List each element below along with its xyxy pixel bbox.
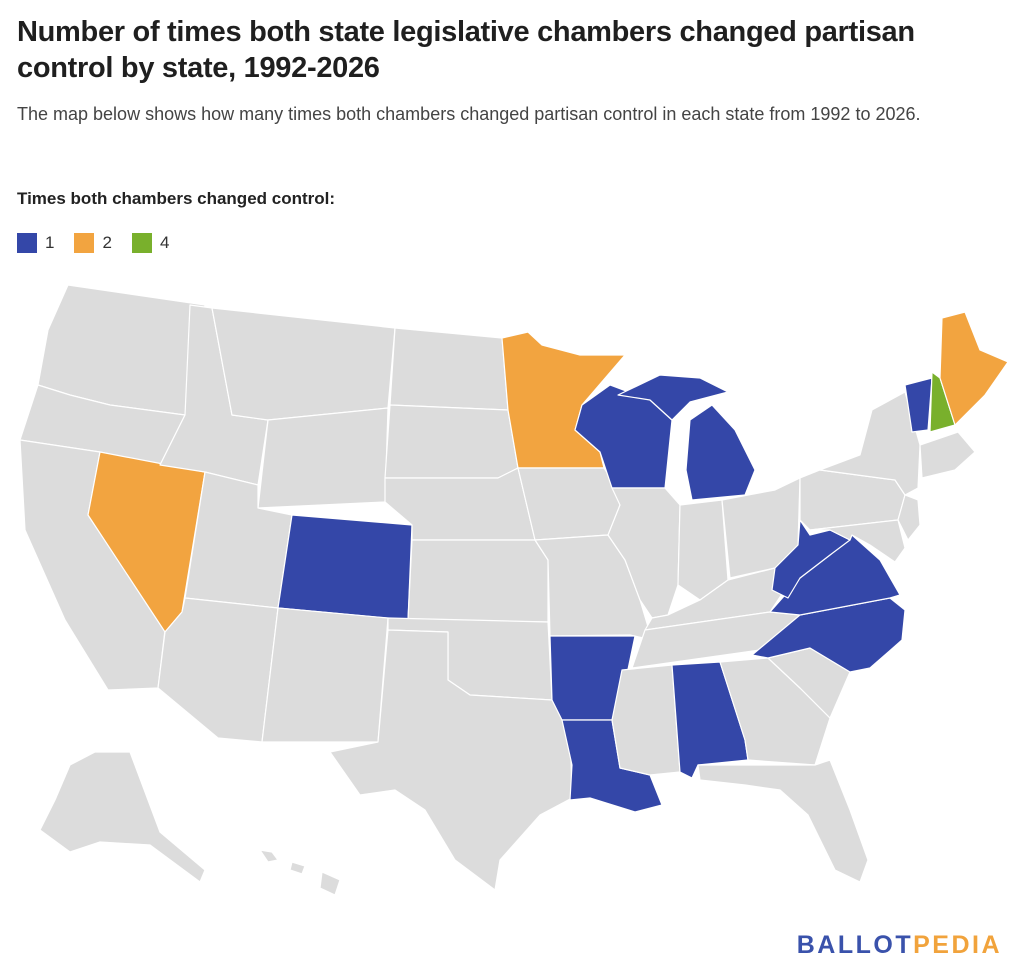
state-tx[interactable]	[329, 629, 573, 891]
state-ms[interactable]	[611, 664, 681, 776]
state-oh[interactable]	[721, 477, 801, 579]
legend-swatch	[17, 233, 37, 253]
state-nj[interactable]	[897, 494, 921, 541]
state-ks[interactable]	[407, 539, 549, 623]
legend-swatch	[74, 233, 95, 253]
state-nd[interactable]	[389, 327, 509, 411]
state-az[interactable]	[157, 597, 279, 743]
state-mi-lower[interactable]	[685, 404, 756, 501]
legend: 1 2 4	[17, 233, 189, 253]
state-hi[interactable]	[259, 849, 341, 896]
legend-item-2: 2	[74, 233, 112, 253]
legend-label: 2	[102, 233, 112, 252]
us-map	[19, 284, 1009, 896]
ballotpedia-logo: BALLOTPEDIA	[796, 931, 1002, 959]
map-title: Number of times both state legislative c…	[17, 16, 915, 84]
legend-item-1: 1	[17, 233, 54, 253]
map-subtitle: The map below shows how many times both …	[17, 104, 921, 124]
state-fl[interactable]	[697, 759, 869, 883]
state-ia[interactable]	[517, 467, 621, 541]
state-co[interactable]	[277, 514, 413, 621]
state-ma-ct-ri[interactable]	[919, 431, 976, 479]
state-wy[interactable]	[257, 407, 389, 509]
state-vt[interactable]	[904, 377, 933, 433]
legend-title: Times both chambers changed control:	[17, 189, 336, 208]
state-nm[interactable]	[261, 607, 389, 743]
legend-label: 1	[45, 233, 55, 252]
state-me[interactable]	[939, 311, 1009, 426]
state-ak[interactable]	[39, 751, 206, 883]
state-mi-upper[interactable]	[617, 374, 729, 421]
legend-label: 4	[159, 233, 170, 252]
state-de-md[interactable]	[809, 519, 906, 563]
state-mt[interactable]	[211, 307, 396, 421]
legend-item-4: 4	[131, 233, 170, 253]
state-sd[interactable]	[384, 404, 519, 479]
legend-swatch	[131, 233, 152, 253]
